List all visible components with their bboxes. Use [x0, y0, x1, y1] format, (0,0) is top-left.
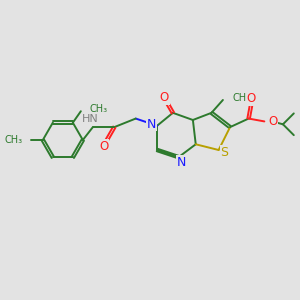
Text: O: O [268, 115, 277, 128]
Text: N: N [177, 156, 186, 169]
Text: CH₃: CH₃ [232, 93, 250, 103]
Text: S: S [220, 146, 228, 159]
Text: O: O [100, 140, 109, 153]
Text: CH₃: CH₃ [89, 104, 107, 114]
Text: HN: HN [82, 114, 99, 124]
Text: O: O [160, 92, 169, 104]
Text: CH₃: CH₃ [4, 135, 22, 145]
Text: O: O [247, 92, 256, 105]
Text: N: N [147, 118, 156, 131]
